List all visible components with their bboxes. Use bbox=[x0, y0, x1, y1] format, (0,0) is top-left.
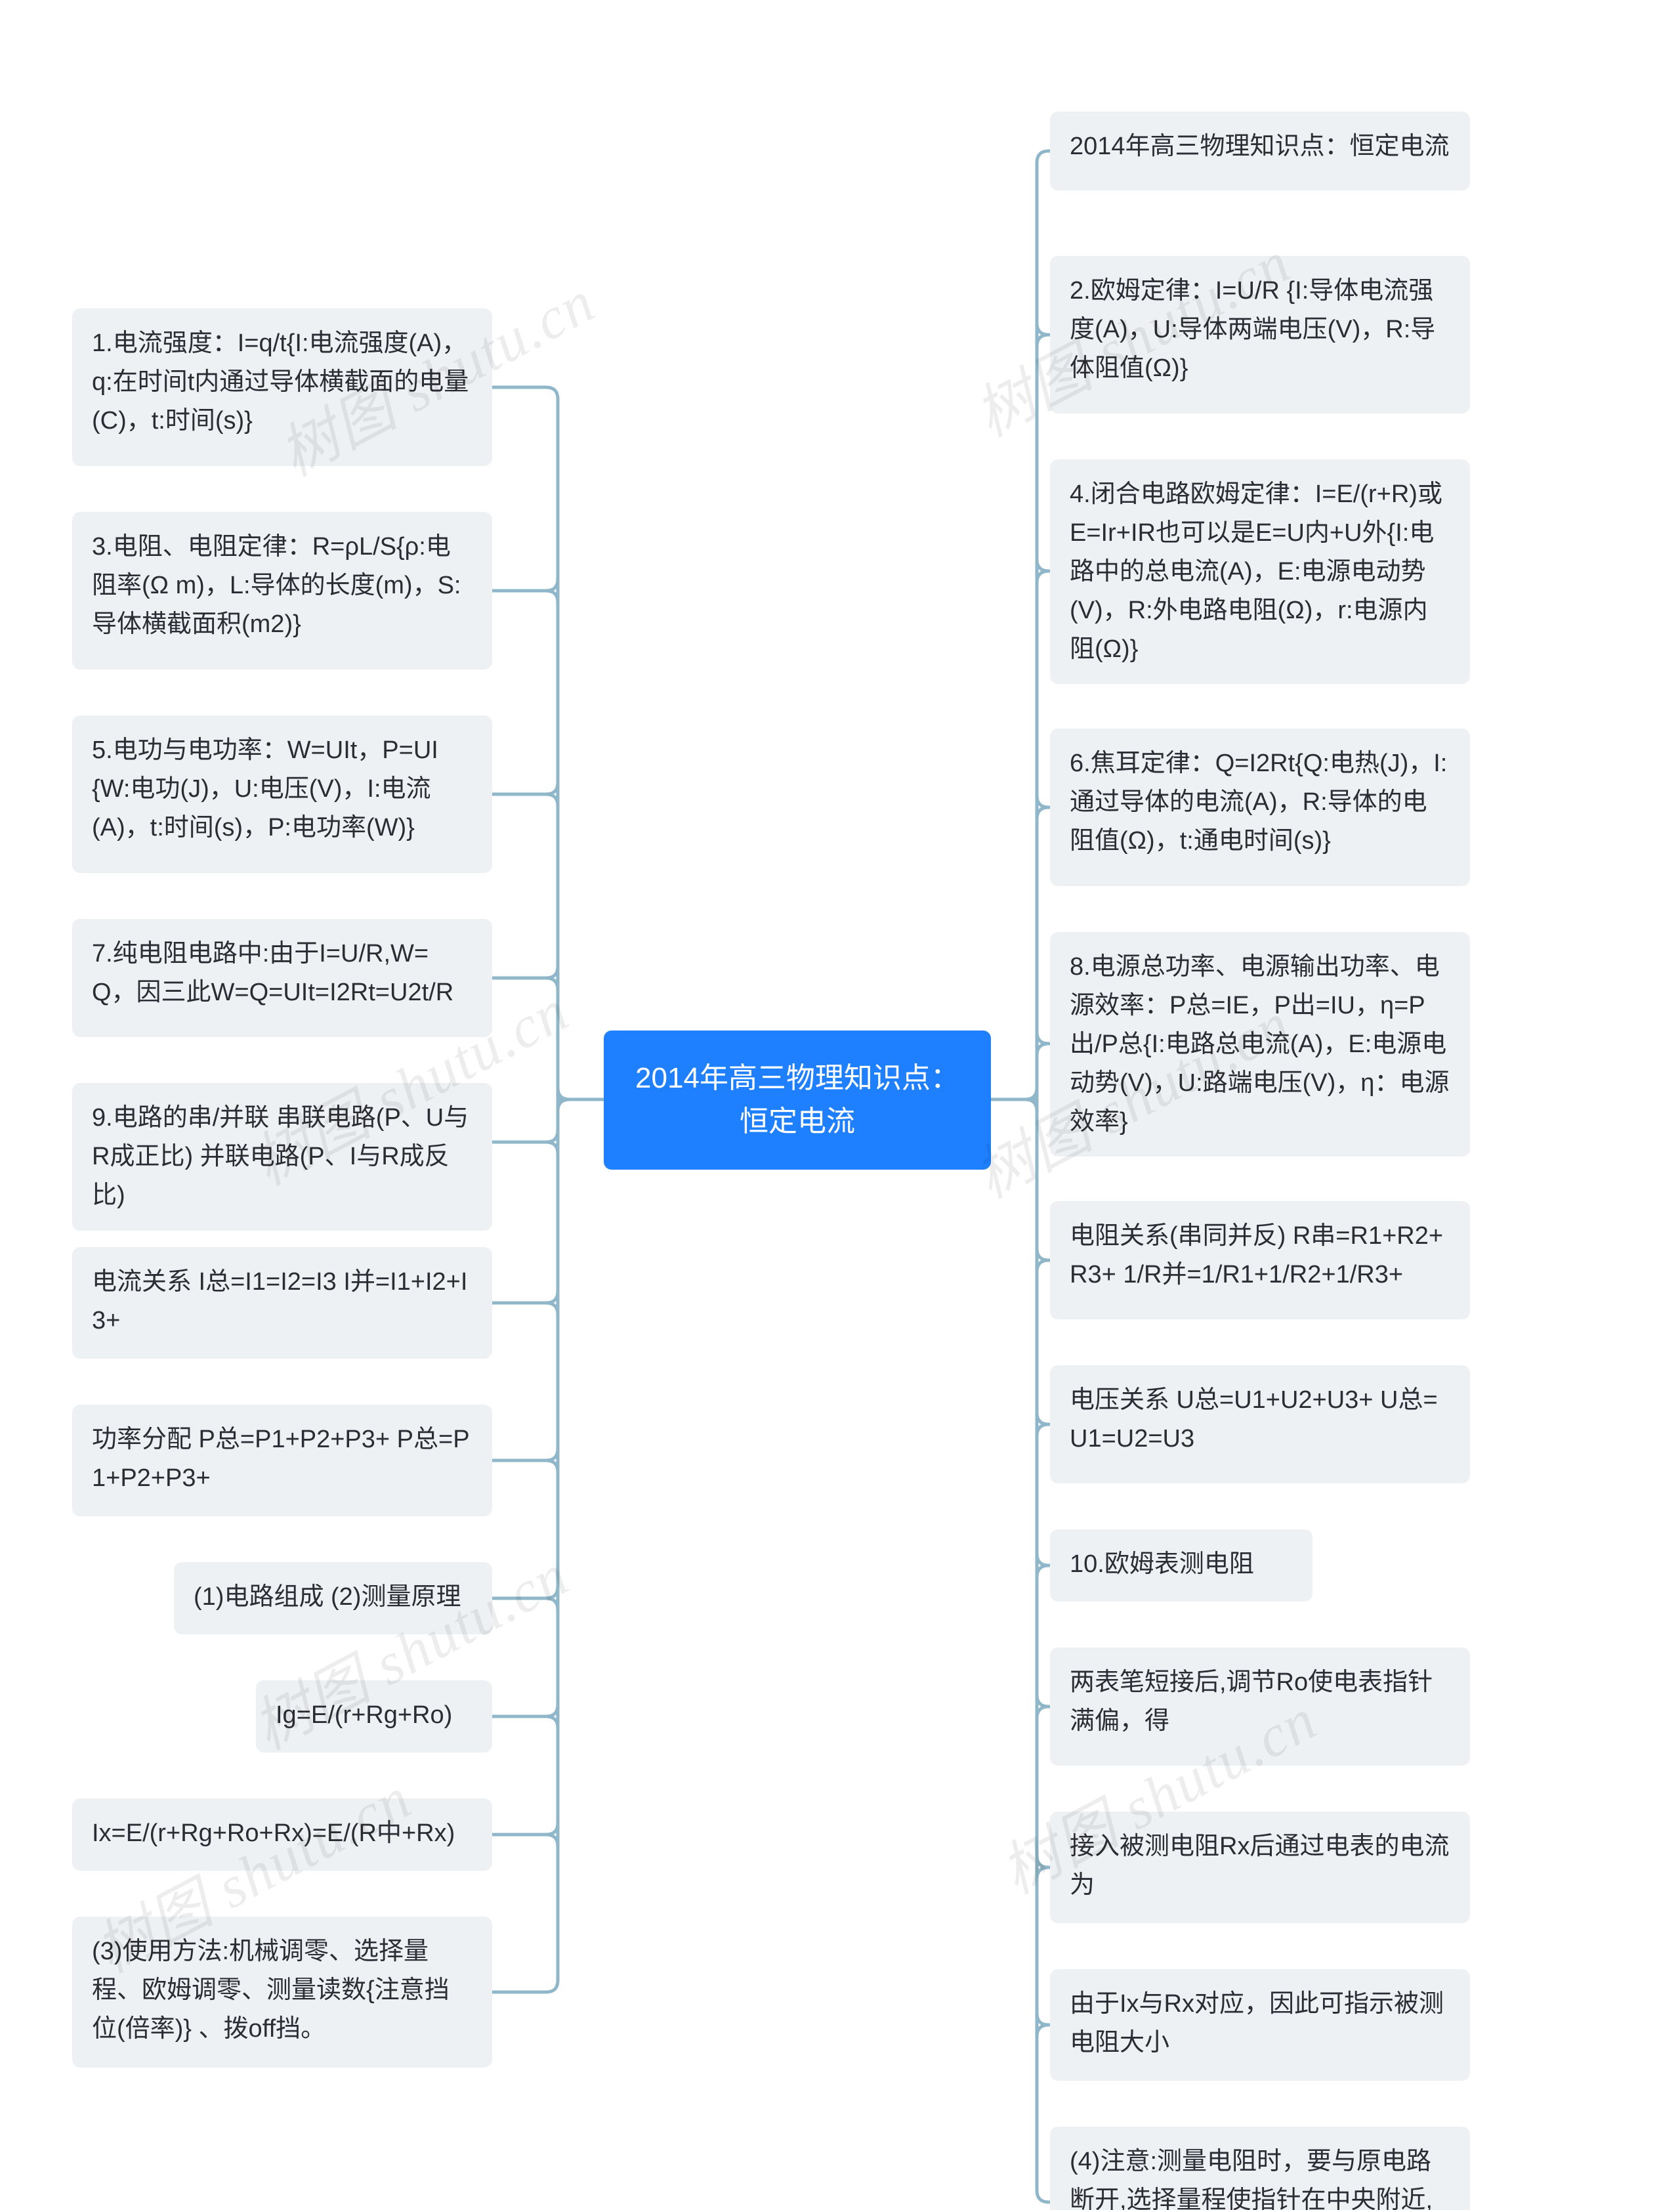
mindmap-node-right-2: 4.闭合电路欧姆定律：I=E/(r+R)或E=Ir+IR也可以是E=U内+U外{… bbox=[1050, 459, 1470, 684]
node-label: 1.电流强度：I=q/t{I:电流强度(A)，q:在时间t内通过导体横截面的电量… bbox=[92, 329, 469, 435]
node-label: Ig=E/(r+Rg+Ro) bbox=[276, 1701, 452, 1729]
node-label: 7.纯电阻电路中:由于I=U/R,W=Q，因三此W=Q=UIt=I2Rt=U2t… bbox=[92, 940, 453, 1006]
mindmap-node-right-1: 2.欧姆定律：I=U/R {I:导体电流强度(A)，U:导体两端电压(V)，R:… bbox=[1050, 256, 1470, 414]
mindmap-node-left-1: 3.电阻、电阻定律：R=ρL/S{ρ:电阻率(Ω m)，L:导体的长度(m)，S… bbox=[72, 512, 492, 669]
node-label: Ix=E/(r+Rg+Ro+Rx)=E/(R中+Rx) bbox=[92, 1819, 455, 1847]
node-label: 功率分配 P总=P1+P2+P3+ P总=P1+P2+P3+ bbox=[92, 1426, 470, 1492]
mindmap-node-right-5: 电阻关系(串同并反) R串=R1+R2+R3+ 1/R并=1/R1+1/R2+1… bbox=[1050, 1201, 1470, 1319]
mindmap-node-right-3: 6.焦耳定律：Q=I2Rt{Q:电热(J)，I:通过导体的电流(A)，R:导体的… bbox=[1050, 729, 1470, 886]
node-label: (1)电路组成 (2)测量原理 bbox=[194, 1583, 461, 1611]
mindmap-node-right-4: 8.电源总功率、电源输出功率、电源效率：P总=IE，P出=IU，η=P出/P总{… bbox=[1050, 932, 1470, 1157]
node-label: 电阻关系(串同并反) R串=R1+R2+R3+ 1/R并=1/R1+1/R2+1… bbox=[1070, 1222, 1443, 1288]
node-label: 4.闭合电路欧姆定律：I=E/(r+R)或E=Ir+IR也可以是E=U内+U外{… bbox=[1070, 480, 1442, 663]
mindmap-node-right-0: 2014年高三物理知识点：恒定电流 bbox=[1050, 112, 1470, 190]
node-label: 电压关系 U总=U1+U2+U3+ U总=U1=U2=U3 bbox=[1070, 1386, 1438, 1453]
node-label: 10.欧姆表测电阻 bbox=[1070, 1550, 1254, 1578]
node-label: 电流关系 I总=I1=I2=I3 I并=I1+I2+I3+ bbox=[92, 1268, 467, 1334]
node-label: 3.电阻、电阻定律：R=ρL/S{ρ:电阻率(Ω m)，L:导体的长度(m)，S… bbox=[92, 533, 461, 638]
mindmap-node-right-6: 电压关系 U总=U1+U2+U3+ U总=U1=U2=U3 bbox=[1050, 1365, 1470, 1483]
mindmap-node-left-3: 7.纯电阻电路中:由于I=U/R,W=Q，因三此W=Q=UIt=I2Rt=U2t… bbox=[72, 919, 492, 1037]
mindmap-node-right-10: 由于Ix与Rx对应，因此可指示被测电阻大小 bbox=[1050, 1969, 1470, 2081]
mindmap-root: 2014年高三物理知识点：恒定电流 bbox=[604, 1031, 991, 1170]
node-label: 接入被测电阻Rx后通过电表的电流为 bbox=[1070, 1833, 1449, 1899]
node-label: 6.焦耳定律：Q=I2Rt{Q:电热(J)，I:通过导体的电流(A)，R:导体的… bbox=[1070, 750, 1447, 855]
mindmap-node-left-7: (1)电路组成 (2)测量原理 bbox=[174, 1562, 492, 1634]
node-label: 2.欧姆定律：I=U/R {I:导体电流强度(A)，U:导体两端电压(V)，R:… bbox=[1070, 277, 1435, 382]
mindmap-node-left-8: Ig=E/(r+Rg+Ro) bbox=[256, 1680, 492, 1753]
mindmap-node-left-6: 功率分配 P总=P1+P2+P3+ P总=P1+P2+P3+ bbox=[72, 1405, 492, 1516]
mindmap-node-right-9: 接入被测电阻Rx后通过电表的电流为 bbox=[1050, 1812, 1470, 1923]
root-label: 2014年高三物理知识点：恒定电流 bbox=[635, 1062, 959, 1137]
mindmap-node-left-9: Ix=E/(r+Rg+Ro+Rx)=E/(R中+Rx) bbox=[72, 1798, 492, 1871]
node-label: 2014年高三物理知识点：恒定电流 bbox=[1070, 133, 1450, 160]
mindmap-node-right-8: 两表笔短接后,调节Ro使电表指针满偏，得 bbox=[1050, 1647, 1470, 1766]
node-label: 9.电路的串/并联 串联电路(P、U与R成正比) 并联电路(P、I与R成反比) bbox=[92, 1104, 469, 1209]
mindmap-node-left-2: 5.电功与电功率：W=UIt，P=UI{W:电功(J)，U:电压(V)，I:电流… bbox=[72, 715, 492, 873]
node-label: (3)使用方法:机械调零、选择量程、欧姆调零、测量读数{注意挡位(倍率)} 、拨… bbox=[92, 1938, 450, 2043]
mindmap-node-left-0: 1.电流强度：I=q/t{I:电流强度(A)，q:在时间t内通过导体横截面的电量… bbox=[72, 308, 492, 466]
mindmap-node-right-11: (4)注意:测量电阻时，要与原电路断开,选择量程使指针在中央附近,每次换挡要重新… bbox=[1050, 2127, 1470, 2210]
mindmap-node-left-5: 电流关系 I总=I1=I2=I3 I并=I1+I2+I3+ bbox=[72, 1247, 492, 1359]
mindmap-node-right-7: 10.欧姆表测电阻 bbox=[1050, 1529, 1312, 1602]
node-label: 两表笔短接后,调节Ro使电表指针满偏，得 bbox=[1070, 1668, 1433, 1735]
node-label: 5.电功与电功率：W=UIt，P=UI{W:电功(J)，U:电压(V)，I:电流… bbox=[92, 736, 438, 841]
node-label: 8.电源总功率、电源输出功率、电源效率：P总=IE，P出=IU，η=P出/P总{… bbox=[1070, 953, 1449, 1136]
node-label: 由于Ix与Rx对应，因此可指示被测电阻大小 bbox=[1070, 1990, 1444, 2056]
node-label: (4)注意:测量电阻时，要与原电路断开,选择量程使指针在中央附近,每次换挡要重新… bbox=[1070, 2148, 1433, 2210]
mindmap-node-left-10: (3)使用方法:机械调零、选择量程、欧姆调零、测量读数{注意挡位(倍率)} 、拨… bbox=[72, 1917, 492, 2068]
mindmap-node-left-4: 9.电路的串/并联 串联电路(P、U与R成正比) 并联电路(P、I与R成反比) bbox=[72, 1083, 492, 1231]
